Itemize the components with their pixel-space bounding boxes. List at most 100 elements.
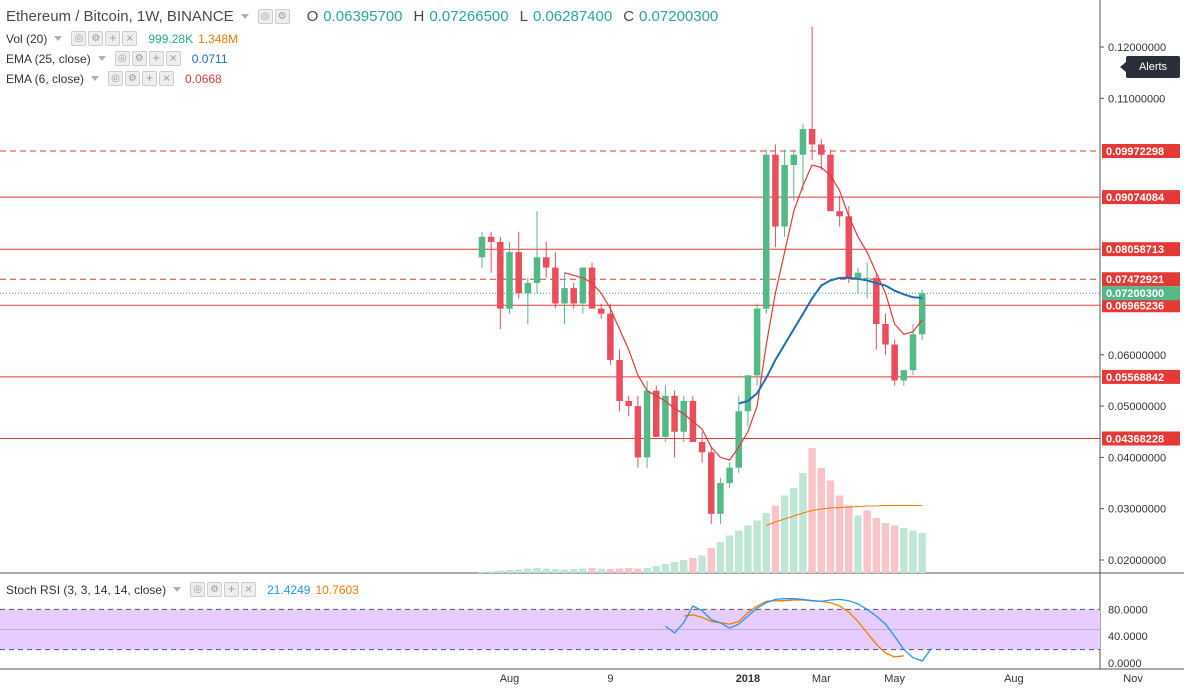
level-price-label-bg [1102,190,1180,205]
symbol-title[interactable]: Ethereum / Bitcoin, 1W, BINANCE [6,8,234,25]
eye-icon[interactable]: ◎ [190,582,206,597]
ema6-label[interactable]: EMA (6, close) [6,71,85,86]
candle-down[interactable] [570,288,577,304]
candle-down[interactable] [827,154,834,212]
volume-bar [533,568,541,573]
candle-up[interactable] [726,467,733,484]
candle-down[interactable] [836,211,843,217]
candle-down[interactable] [634,406,642,458]
candle-up[interactable] [781,164,788,227]
close-icon[interactable]: × [241,582,257,597]
candle-down[interactable] [772,154,779,227]
candle-up[interactable] [753,308,761,376]
volume-bar [560,569,569,573]
volume-bar [872,518,881,573]
candle-down[interactable] [515,252,522,294]
legend-buttons: ◎ ⚙ + × [190,582,257,597]
candle-up[interactable] [900,370,908,381]
candle-down[interactable] [671,395,678,432]
candle-down[interactable] [818,144,825,155]
candle-down[interactable] [708,452,715,514]
volume-bar [588,568,596,573]
close-key: C [623,8,635,25]
settings-icon[interactable]: ⚙ [207,582,223,597]
stoch-rsi-label[interactable]: Stoch RSI (3, 3, 14, 14, close) [6,582,167,597]
candle-up[interactable] [643,390,651,458]
level-price-label-bg [1102,369,1180,384]
candle-up[interactable] [717,483,724,514]
settings-icon[interactable]: ⚙ [274,9,290,24]
volume-bar [478,572,486,573]
chevron-down-icon[interactable] [240,14,249,19]
add-icon[interactable]: + [105,31,121,46]
chevron-down-icon[interactable] [54,36,63,41]
stoch-tick-label: 80.0000 [1108,604,1148,616]
volume-bar [670,562,679,573]
chevron-down-icon[interactable] [97,56,106,61]
current-price-label-bg [1102,286,1180,301]
settings-icon[interactable]: ⚙ [125,71,141,86]
candle-up[interactable] [854,272,862,278]
candle-down[interactable] [652,390,660,437]
candle-up[interactable] [524,282,532,294]
chevron-down-icon[interactable] [91,76,100,81]
candle-up[interactable] [763,154,770,309]
add-icon[interactable]: + [224,582,240,597]
candle-up[interactable] [735,411,743,468]
candle-up[interactable] [680,400,687,432]
candle-down[interactable] [698,442,706,453]
candle-down[interactable] [616,359,623,401]
close-icon[interactable]: × [122,31,138,46]
candle-up[interactable] [478,236,486,258]
add-icon[interactable]: + [148,51,164,66]
candle-up[interactable] [533,257,541,283]
settings-icon[interactable]: ⚙ [88,31,104,46]
eye-icon[interactable]: ◎ [257,9,273,24]
alerts-button[interactable]: Alerts [1120,56,1180,78]
eye-icon[interactable]: ◎ [114,51,130,66]
volume-bar [689,558,697,573]
candle-down[interactable] [607,313,614,360]
candle-down[interactable] [542,257,550,268]
candle-up[interactable] [506,252,513,309]
candle-down[interactable] [625,400,632,407]
close-value: 0.07200300 [639,8,719,25]
close-icon[interactable]: × [159,71,175,86]
candle-down[interactable] [882,324,889,345]
candle-up[interactable] [579,267,587,304]
candle-up[interactable] [790,154,798,165]
ema25-line [738,276,923,405]
volume-label[interactable]: Vol (20) [6,31,48,46]
candle-up[interactable] [662,395,669,437]
eye-icon[interactable]: ◎ [108,71,124,86]
candle-down[interactable] [845,216,853,278]
candle-down[interactable] [891,344,898,381]
ema25-label[interactable]: EMA (25, close) [6,51,91,66]
close-icon[interactable]: × [165,51,181,66]
candle-down[interactable] [808,129,816,145]
candle-down[interactable] [873,277,880,325]
add-icon[interactable]: + [142,71,158,86]
candle-up[interactable] [918,293,926,335]
candle-up[interactable] [561,288,568,304]
candle-up[interactable] [744,375,752,412]
eye-icon[interactable]: ◎ [71,31,87,46]
high-value: 0.07266500 [429,8,509,25]
candle-down[interactable] [588,267,596,309]
price-tick-label: 0.06000000 [1108,350,1166,362]
candle-down[interactable] [487,236,495,242]
volume-bar [762,513,771,573]
candle-down[interactable] [497,241,504,309]
candle-down[interactable] [597,308,605,314]
volume-bar [579,568,587,573]
settings-icon[interactable]: ⚙ [131,51,147,66]
chevron-down-icon[interactable] [173,587,182,592]
candle-up[interactable] [863,277,871,279]
candle-up[interactable] [799,129,807,155]
volume-bar [826,480,835,573]
open-key: O [306,8,319,25]
candle-down[interactable] [552,267,559,304]
candle-up[interactable] [909,334,917,371]
volume-bar [698,555,706,573]
